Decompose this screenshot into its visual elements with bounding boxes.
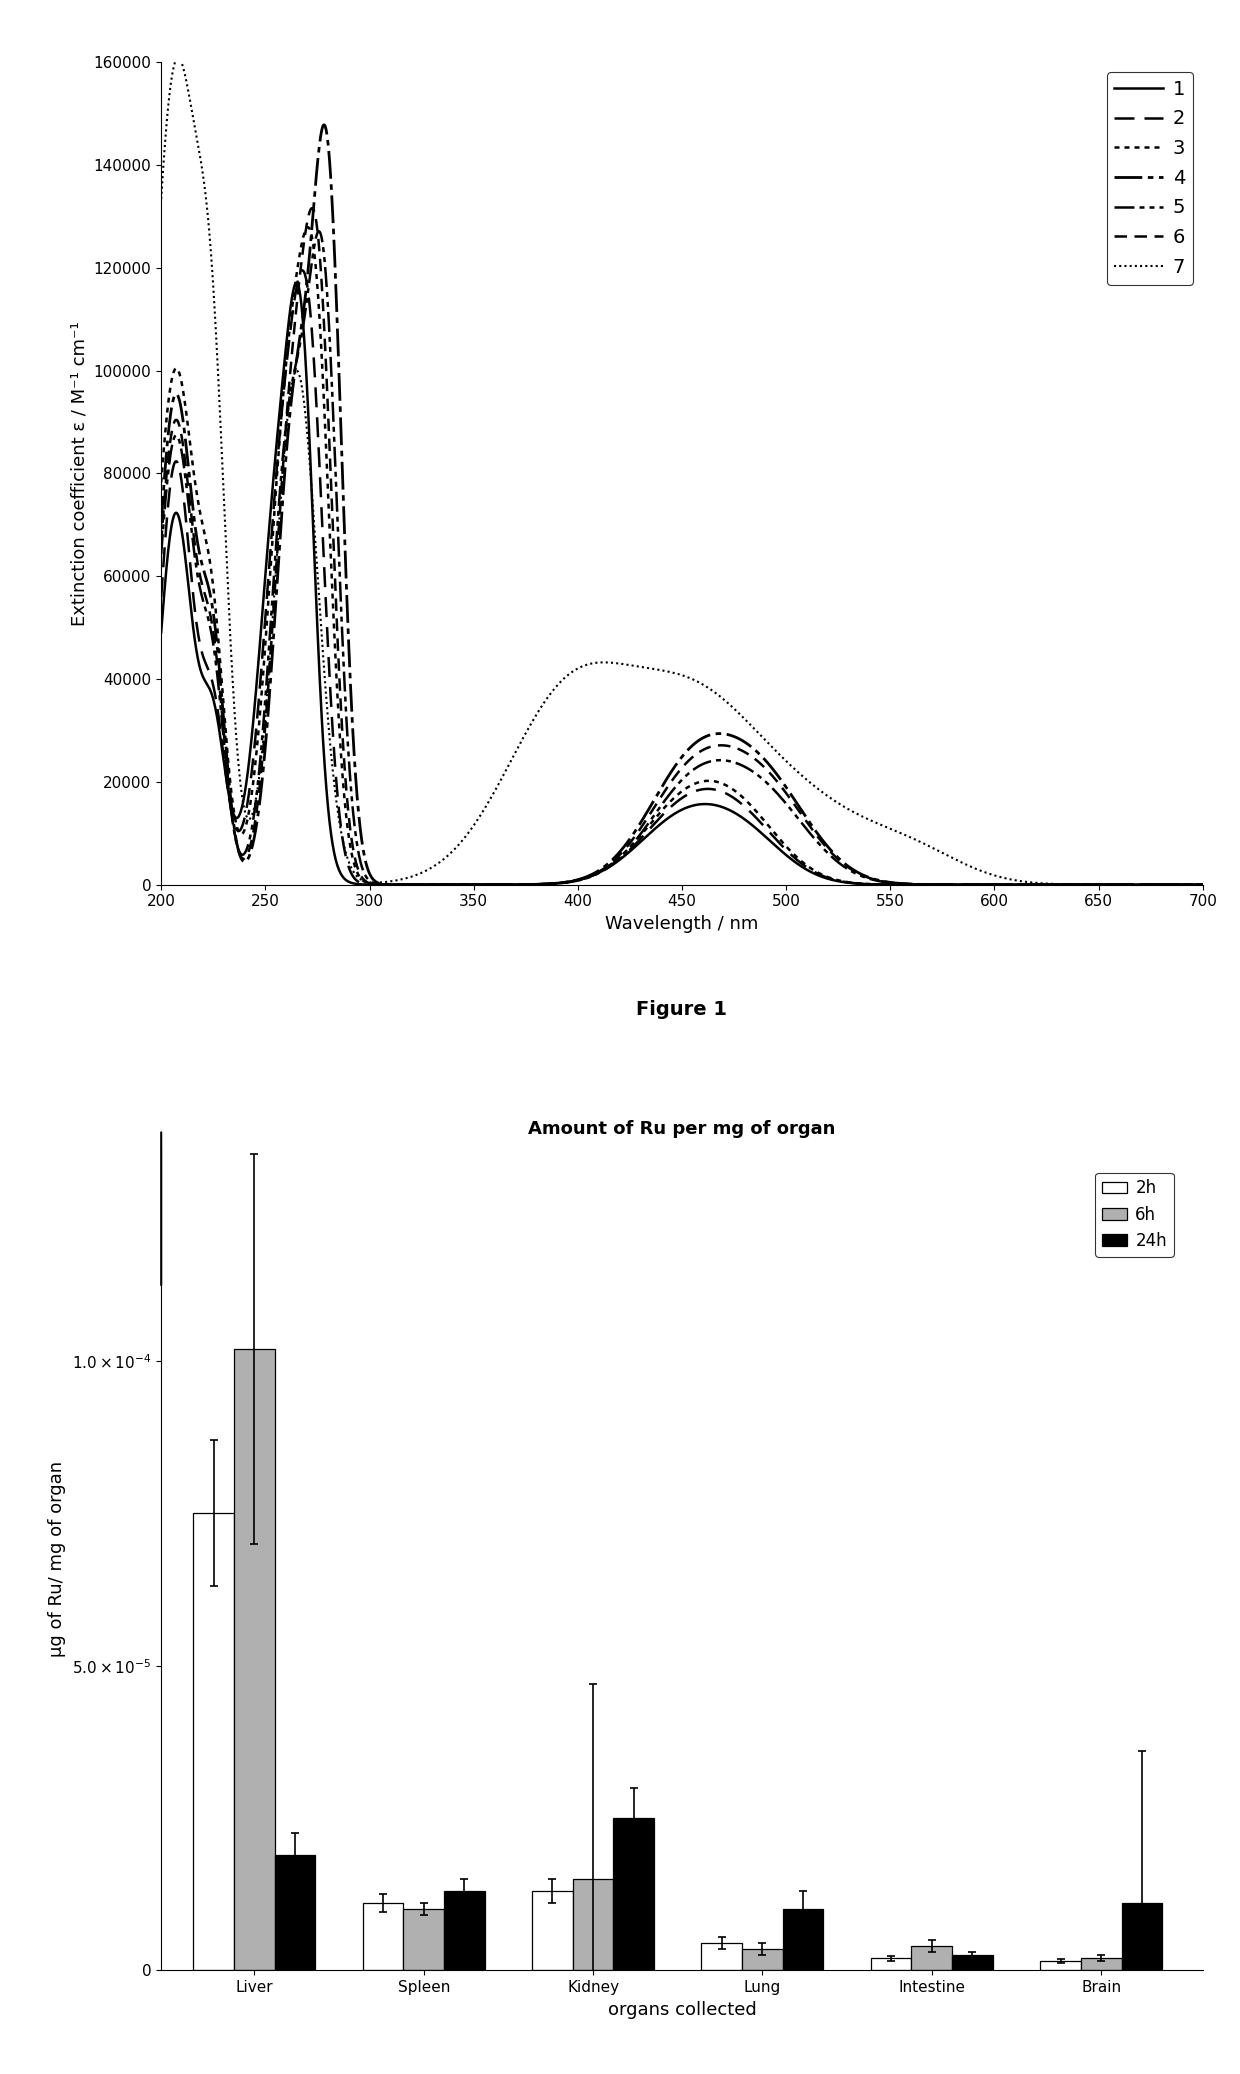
- 1: [207, 691, 222, 716]
- Line: 2: 2: [161, 270, 1203, 886]
- Legend: 2h, 6h, 24h: 2h, 6h, 24h: [1095, 1172, 1173, 1257]
- Bar: [444, 1891, 485, 1970]
- 1: [289, 270, 304, 295]
- Bar: [532, 1891, 573, 1970]
- 5: [207, 639, 222, 664]
- 6: [1166, 873, 1180, 898]
- Bar: [911, 1945, 952, 1970]
- 6: [634, 815, 649, 840]
- 6: [1166, 873, 1180, 898]
- Bar: [234, 1348, 275, 1970]
- 7: [207, 301, 222, 326]
- 6: [154, 531, 169, 556]
- 4: [975, 873, 990, 898]
- Y-axis label: μg of Ru/ mg of organ: μg of Ru/ mg of organ: [48, 1460, 66, 1657]
- 1: [154, 620, 169, 645]
- Line: 7: 7: [161, 58, 1203, 886]
- 3: [300, 216, 315, 241]
- 7: [1166, 873, 1180, 898]
- 3: [207, 585, 222, 610]
- 5: [634, 821, 649, 846]
- Line: 3: 3: [161, 228, 1203, 886]
- Bar: [573, 1879, 614, 1970]
- 7: [170, 46, 185, 71]
- 2: [1166, 873, 1180, 898]
- 5: [975, 873, 990, 898]
- 7: [1195, 873, 1210, 898]
- 5: [1166, 873, 1180, 898]
- 6: [304, 195, 319, 220]
- 7: [661, 660, 676, 684]
- Bar: [403, 1910, 444, 1970]
- 7: [1166, 873, 1180, 898]
- 4: [316, 112, 331, 137]
- 6: [661, 774, 676, 798]
- 4: [1195, 873, 1210, 898]
- 7: [154, 187, 169, 212]
- Legend: 1, 2, 3, 4, 5, 6, 7: 1, 2, 3, 4, 5, 6, 7: [1106, 73, 1193, 284]
- 3: [1166, 873, 1180, 898]
- Bar: [952, 1956, 993, 1970]
- 2: [207, 678, 222, 703]
- 1: [661, 805, 676, 830]
- 2: [975, 873, 990, 898]
- 6: [207, 626, 222, 651]
- 2: [634, 825, 649, 850]
- Bar: [1121, 1904, 1162, 1970]
- 5: [1166, 873, 1180, 898]
- Text: Figure 1: Figure 1: [636, 1000, 728, 1018]
- Title: Amount of Ru per mg of organ: Amount of Ru per mg of organ: [528, 1120, 836, 1139]
- Bar: [782, 1910, 823, 1970]
- X-axis label: organs collected: organs collected: [608, 2001, 756, 2018]
- 3: [1195, 873, 1210, 898]
- 6: [975, 873, 990, 898]
- 3: [975, 873, 990, 898]
- 2: [1166, 873, 1180, 898]
- Bar: [193, 1514, 234, 1970]
- 4: [207, 608, 222, 633]
- 1: [975, 873, 990, 898]
- 1: [1166, 873, 1180, 898]
- 4: [1166, 873, 1180, 898]
- Bar: [742, 1950, 782, 1970]
- Bar: [702, 1943, 742, 1970]
- 3: [1166, 873, 1180, 898]
- 4: [154, 512, 169, 537]
- Bar: [614, 1819, 653, 1970]
- Line: 4: 4: [161, 124, 1203, 886]
- 1: [1166, 873, 1180, 898]
- 4: [1166, 873, 1180, 898]
- Bar: [1081, 1958, 1121, 1970]
- Line: 1: 1: [161, 282, 1203, 886]
- X-axis label: Wavelength / nm: Wavelength / nm: [605, 915, 759, 933]
- 4: [661, 763, 676, 788]
- 2: [1195, 873, 1210, 898]
- 2: [295, 257, 310, 282]
- 7: [975, 859, 990, 884]
- 5: [154, 541, 169, 566]
- Bar: [1040, 1962, 1081, 1970]
- 2: [661, 796, 676, 821]
- Bar: [870, 1958, 911, 1970]
- Line: 6: 6: [161, 207, 1203, 886]
- 5: [1195, 873, 1210, 898]
- Line: 5: 5: [161, 232, 1203, 886]
- 3: [661, 790, 676, 815]
- 3: [154, 471, 169, 496]
- Bar: [275, 1854, 315, 1970]
- 6: [1195, 873, 1210, 898]
- 7: [634, 655, 649, 680]
- 5: [311, 220, 326, 245]
- Bar: [363, 1904, 403, 1970]
- 5: [661, 784, 676, 809]
- 4: [634, 811, 649, 836]
- 2: [154, 585, 169, 610]
- Y-axis label: Extinction coefficient ε / M⁻¹ cm⁻¹: Extinction coefficient ε / M⁻¹ cm⁻¹: [69, 321, 88, 626]
- 1: [1195, 873, 1210, 898]
- 3: [634, 823, 649, 848]
- 1: [634, 830, 649, 854]
